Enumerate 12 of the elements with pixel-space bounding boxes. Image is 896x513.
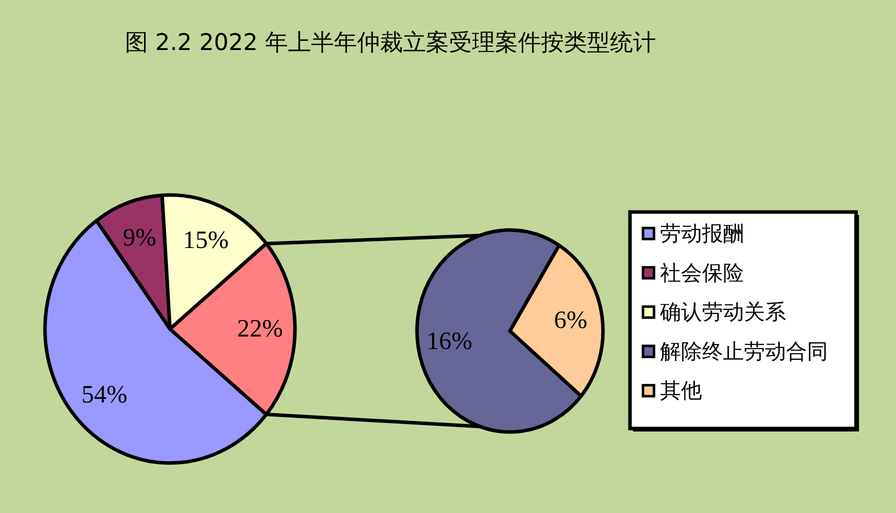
legend-label: 解除终止劳动合同 — [660, 339, 828, 364]
legend-label: 确认劳动关系 — [659, 300, 786, 324]
data-label: 15% — [182, 226, 229, 254]
legend-label: 劳动报酬 — [660, 222, 744, 246]
data-label: 9% — [122, 224, 156, 252]
data-label: 6% — [554, 307, 588, 334]
data-label: 22% — [237, 316, 283, 342]
chart-title: 图 2.2 2022 年上半年仲裁立案受理案件按类型统计 — [125, 30, 656, 56]
legend-label: 其他 — [660, 378, 702, 403]
data-label: 16% — [426, 328, 472, 355]
data-label: 54% — [81, 382, 128, 409]
legend-label: 社会保险 — [660, 260, 744, 285]
